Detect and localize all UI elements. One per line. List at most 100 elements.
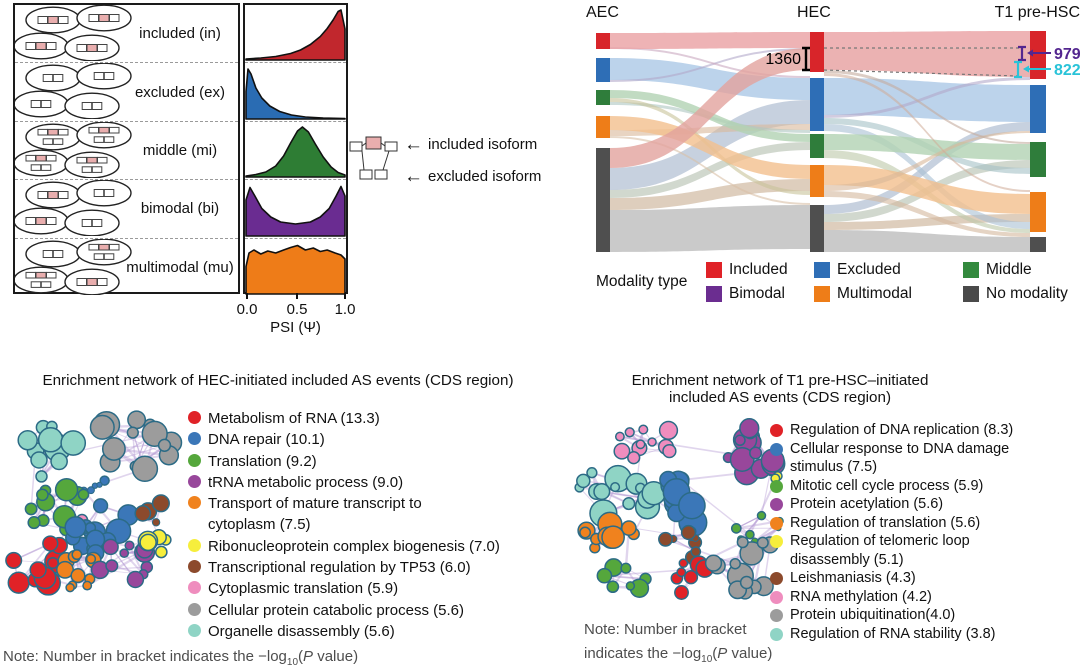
legend-label: Regulation of telomeric loop disassembly …: [790, 533, 970, 568]
network-node: [680, 524, 697, 541]
network-node: [638, 424, 649, 435]
density-middle: [245, 122, 346, 181]
network-node: [139, 533, 157, 552]
density-plot: [245, 126, 346, 178]
network-node: [37, 427, 64, 453]
included-isoform-label: included isoform: [428, 136, 538, 153]
network-node: [30, 451, 48, 469]
legend-swatch-icon: [706, 286, 722, 302]
axis-tick-label: 0.0: [236, 301, 258, 318]
modality-rows: included (in) excluded (ex) middle (mi) bim…: [13, 4, 238, 296]
legend-label: Middle: [986, 261, 1032, 278]
legend-dot-icon: [188, 560, 201, 574]
sankey-flow: [824, 77, 1030, 118]
sankey-flow: [824, 31, 1030, 48]
legend-label: Translation (9.2): [208, 452, 317, 470]
cell-illustration: [13, 179, 132, 237]
network-node: [756, 510, 767, 521]
axis-tick-label: 1.0: [334, 301, 356, 318]
bracket-icon: [1018, 45, 1026, 62]
legend-label: DNA repair (10.1): [208, 431, 325, 449]
network-node: [729, 557, 741, 570]
legend-dot-icon: [770, 498, 783, 511]
legend-item: Mitotic cell cycle process (5.9): [770, 477, 1076, 496]
network-node: [674, 585, 689, 600]
network-node: [690, 546, 702, 557]
network-node: [734, 434, 746, 447]
legend-item: Ribonucleoprotein complex biogenesis (7.…: [188, 536, 564, 557]
network-node: [658, 531, 673, 547]
modality-cells-box: included (in) excluded (ex) middle (mi) bim…: [13, 3, 240, 296]
network-node: [71, 549, 83, 561]
network-node: [119, 548, 130, 559]
legend-dot-icon: [770, 535, 783, 548]
network-node: [730, 523, 742, 534]
arrow-icon: [1027, 49, 1033, 57]
sankey-node-HEC: [810, 78, 824, 131]
network-node: [27, 516, 41, 530]
sankey-flow: [610, 32, 810, 49]
legend-item: Regulation of translation (5.6): [770, 514, 1076, 533]
network-node: [65, 582, 75, 593]
axis-tick: [344, 293, 346, 299]
legend-label: Ribonucleoprotein complex biogenesis (7.…: [208, 537, 500, 555]
sankey-flow: [824, 47, 1030, 77]
sankey-column-label-hec: HEC: [797, 4, 831, 21]
cell-illustration: [13, 238, 132, 296]
network-edge: [619, 435, 653, 443]
network-node: [621, 520, 637, 536]
sankey-flow: [824, 191, 1030, 237]
legend-dot-icon: [770, 572, 783, 585]
modality-label-included: included (in): [139, 25, 221, 43]
network-node: [7, 571, 30, 594]
network-right-title: Enrichment network of T1 pre-HSC–initiat…: [600, 372, 960, 406]
network-left-note: Note: Number in bracket indicates the −l…: [3, 648, 359, 668]
legend-dot-icon: [770, 479, 783, 493]
legend-label: Bimodal: [729, 285, 785, 302]
network-node: [151, 494, 170, 513]
modality-legend-item: Multimodal: [814, 285, 912, 303]
modality-row-excluded: excluded (ex): [13, 62, 238, 122]
sankey-flow: [610, 179, 810, 210]
legend-label: Leishmaniasis (4.3): [790, 570, 916, 586]
legend-dot-icon: [188, 538, 201, 552]
network-right: [574, 418, 786, 600]
legend-dot-icon: [188, 411, 201, 424]
sankey-flow: [824, 124, 1030, 229]
network-right-title-line2: included AS events (CDS region): [668, 389, 892, 406]
network-node: [134, 505, 152, 522]
sankey-node-AEC: [596, 116, 610, 138]
modality-label-excluded: excluded (ex): [134, 83, 226, 101]
legend-dot-icon: [188, 432, 201, 446]
network-edge: [604, 567, 705, 577]
network-node: [613, 442, 631, 460]
legend-dot-icon: [770, 590, 783, 604]
network-left-title: Enrichment network of HEC-initiated incl…: [42, 372, 514, 389]
axis-tick-label: 0.5: [286, 301, 308, 318]
network-node: [89, 414, 115, 440]
network-node: [704, 554, 723, 572]
network-node: [635, 439, 646, 450]
network-node: [601, 525, 625, 550]
network-node: [739, 418, 760, 439]
legend-item: Cytoplasmic translation (5.9): [188, 578, 564, 599]
legend-label: Regulation of translation (5.6): [790, 514, 981, 531]
legend-label: Cellular protein catabolic process (5.6): [208, 601, 464, 619]
modality-row-middle: middle (mi): [13, 121, 238, 181]
network-node: [157, 438, 172, 452]
legend-item: Cellular protein catabolic process (5.6): [188, 600, 564, 621]
network-node: [610, 482, 621, 493]
legend-item: Metabolism of RNA (13.3): [188, 408, 564, 429]
cell-illustration: [13, 4, 132, 62]
legend-label: No modality: [986, 285, 1068, 302]
left-arrow-icon: ←: [404, 133, 423, 155]
sankey-flow: [610, 205, 810, 252]
axis-tick: [246, 293, 248, 299]
network-node: [593, 483, 611, 501]
network-node: [101, 436, 126, 461]
modality-label-bimodal: bimodal (bi): [140, 200, 220, 218]
sankey-node-T1: [1030, 31, 1046, 79]
sankey-annotation: 979: [1054, 46, 1080, 63]
density-excluded: [245, 63, 346, 122]
